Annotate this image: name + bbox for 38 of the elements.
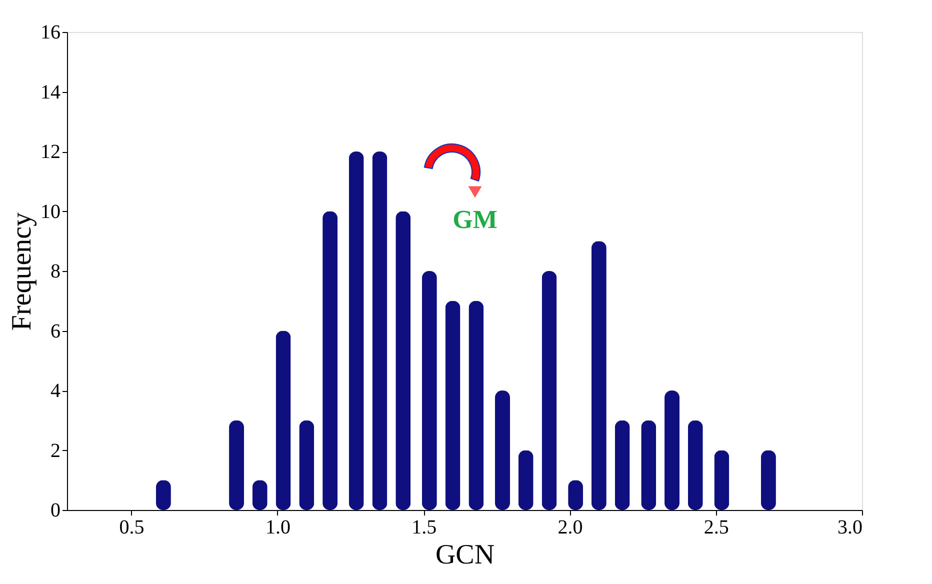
- y-axis-title: Frequency: [6, 212, 38, 331]
- bar: [229, 420, 244, 510]
- y-tick-label: 6: [50, 320, 60, 342]
- y-tick-label: 10: [40, 200, 60, 223]
- x-tick-label: 1.5: [412, 516, 437, 538]
- y-tick-label: 16: [40, 22, 60, 44]
- x-tick-label: 3.0: [838, 516, 862, 538]
- bar: [591, 241, 606, 510]
- bar: [276, 330, 291, 510]
- bar: [664, 390, 680, 510]
- x-axis-title: GCN: [435, 540, 495, 570]
- bar: [641, 420, 656, 510]
- annotation: GM: [452, 205, 498, 234]
- bar: [322, 211, 338, 510]
- y-tick-label: 12: [40, 141, 60, 163]
- bar: [422, 271, 437, 510]
- bar: [372, 152, 388, 510]
- x-tick-label: 1.0: [265, 516, 290, 538]
- bar: [348, 152, 364, 510]
- bar: [396, 211, 411, 510]
- bar: [714, 450, 730, 510]
- bar: [468, 300, 484, 510]
- bar: [614, 420, 630, 510]
- y-tick-label: 4: [50, 380, 60, 402]
- bar: [688, 420, 703, 510]
- bar: [494, 390, 510, 510]
- bar: [299, 420, 314, 510]
- x-tick-label: 0.5: [119, 516, 144, 538]
- x-tick-label: 2.0: [558, 516, 583, 538]
- bar: [518, 450, 534, 510]
- y-tick-label: 0: [50, 500, 60, 522]
- bar: [760, 450, 776, 510]
- y-tick-label: 14: [40, 81, 60, 104]
- x-tick-label: 2.5: [704, 516, 729, 538]
- bar: [445, 300, 460, 510]
- y-tick-label: 8: [50, 260, 60, 282]
- bar: [542, 271, 557, 510]
- y-tick-label: 2: [50, 440, 60, 462]
